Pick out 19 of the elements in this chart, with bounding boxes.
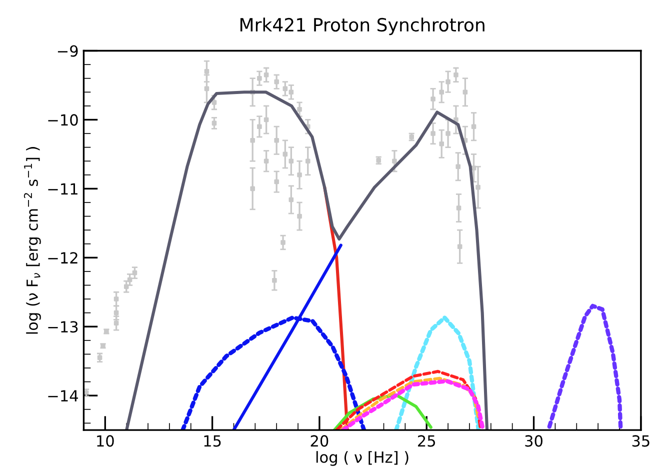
y-tick-label: −14 — [48, 390, 78, 402]
y-tick-label: −13 — [48, 321, 78, 333]
x-tick-label: 10 — [97, 435, 114, 447]
x-axis-title: log ( ν [Hz] ) — [316, 451, 408, 466]
line-series — [335, 370, 482, 430]
y-axis-title: log (ν F$_{ν}$ [erg cm$^{−2}$ s$^{−1}$] ) — [24, 147, 41, 334]
line-series — [394, 316, 481, 430]
chart-title: Mrk421 Proton Synchrotron — [240, 18, 484, 36]
x-tick-label: 30 — [525, 435, 542, 447]
line-series — [547, 304, 623, 429]
x-tick-label: 15 — [204, 435, 221, 447]
line-series — [125, 90, 489, 430]
x-tick-label: 20 — [310, 435, 328, 447]
y-tick-label: −9 — [58, 45, 78, 57]
y-tick-label: −10 — [48, 114, 78, 126]
y-tick-label: −11 — [48, 183, 78, 194]
x-tick-label: 25 — [418, 435, 435, 447]
y-tick-label: −12 — [48, 252, 78, 264]
x-tick-label: 35 — [632, 435, 650, 447]
